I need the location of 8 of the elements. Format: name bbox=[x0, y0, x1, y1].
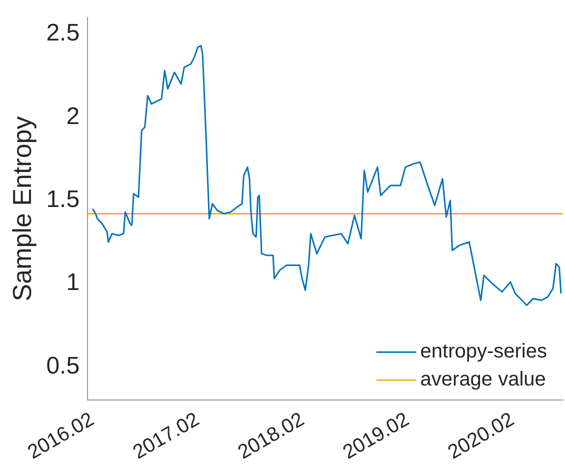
y-tick-label: 0.5 bbox=[46, 352, 80, 380]
legend-label: entropy-series bbox=[420, 340, 547, 363]
legend-label: average value bbox=[420, 368, 546, 391]
y-tick-label: 1.5 bbox=[46, 186, 80, 214]
y-tick-label: 2 bbox=[66, 102, 80, 130]
y-tick-label: 2.5 bbox=[46, 20, 80, 47]
y-tick-label: 1 bbox=[66, 269, 80, 296]
y-axis-title: Sample Entropy bbox=[6, 116, 37, 302]
